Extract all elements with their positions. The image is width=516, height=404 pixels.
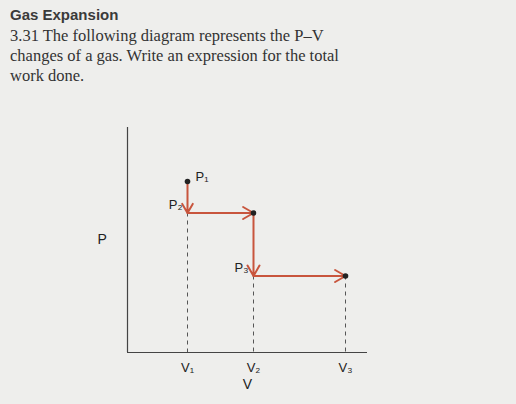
svg-text:P: P: [98, 231, 107, 247]
svg-text:V₂: V₂: [247, 360, 261, 375]
svg-text:P₃: P₃: [235, 260, 249, 275]
svg-text:V: V: [243, 376, 253, 392]
svg-text:P₂: P₂: [169, 197, 183, 212]
html-text:Gas Expansion: Gas Expansion: [10, 6, 119, 23]
svg-text:V₁: V₁: [181, 360, 195, 375]
svg-text:P₁: P₁: [196, 169, 210, 184]
svg-text:V₃: V₃: [339, 360, 353, 375]
html-text:3.31 The following diagram rep: 3.31 The following diagram represents th…: [10, 26, 339, 85]
